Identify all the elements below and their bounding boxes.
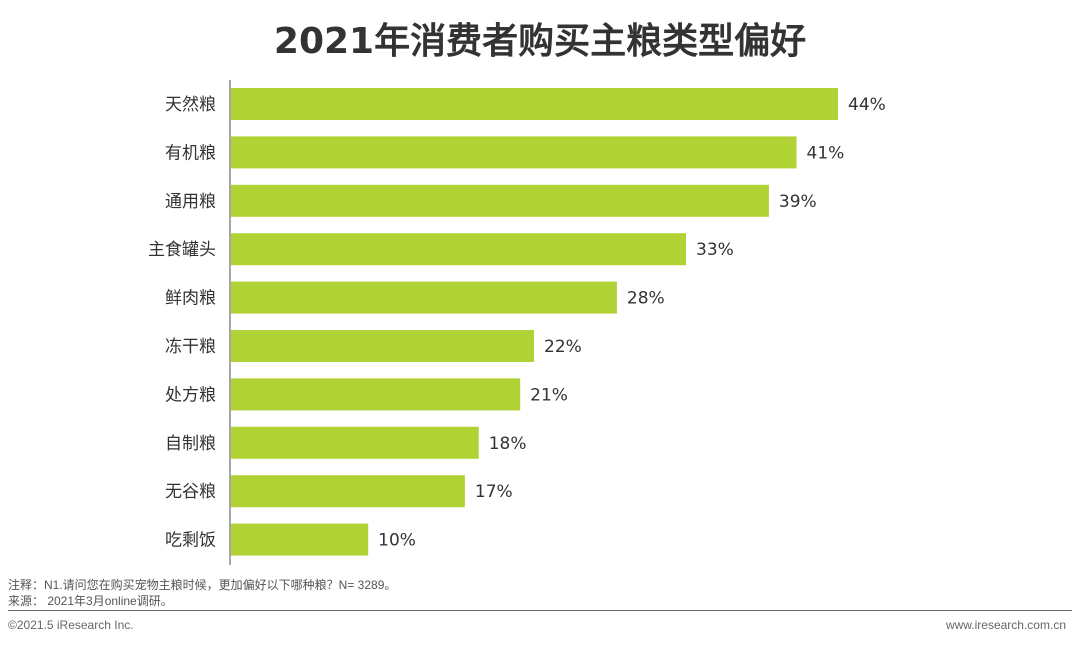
category-label: 天然粮 xyxy=(165,95,216,115)
category-label: 有机粮 xyxy=(165,143,216,163)
category-label: 无谷粮 xyxy=(165,482,216,502)
bar xyxy=(231,475,465,508)
category-label: 冻干粮 xyxy=(165,337,216,357)
chart-title: 2021年消费者购买主粮类型偏好 xyxy=(273,21,807,62)
data-label: 41% xyxy=(807,143,845,163)
bar xyxy=(231,136,797,169)
data-label: 44% xyxy=(848,95,886,115)
bar xyxy=(231,184,769,217)
copyright: ©2021.5 iResearch Inc. xyxy=(8,618,134,632)
data-label: 22% xyxy=(544,337,582,357)
bar-chart: 天然粮 44% 有机粮 41% 通用粮 39% 主食罐头 33% 鲜肉粮 28% 冻干粮 22% 处方粮… xyxy=(148,80,886,565)
bar xyxy=(231,233,686,266)
website-link[interactable]: www.iresearch.com.cn xyxy=(945,618,1066,632)
category-label: 处方粮 xyxy=(165,385,216,405)
category-label: 自制粮 xyxy=(165,434,216,454)
category-label: 通用粮 xyxy=(165,192,216,212)
bar xyxy=(231,330,534,362)
data-label: 21% xyxy=(530,385,568,405)
bar xyxy=(231,88,838,120)
bar xyxy=(231,281,617,314)
data-label: 17% xyxy=(475,482,513,502)
bar xyxy=(231,426,479,459)
chart-source: 来源： 2021年3月online调研。 xyxy=(8,594,173,608)
category-label: 吃剩饭 xyxy=(165,531,216,551)
data-label: 28% xyxy=(627,289,665,309)
category-label: 主食罐头 xyxy=(148,240,216,260)
data-label: 33% xyxy=(696,240,734,260)
bar xyxy=(231,523,369,556)
data-label: 10% xyxy=(378,531,416,551)
bar xyxy=(231,378,521,411)
chart-note: 注释：N1.请问您在购买宠物主粮时候，更加偏好以下哪种粮？N= 3289。 xyxy=(8,578,397,592)
data-label: 39% xyxy=(779,192,817,212)
data-label: 18% xyxy=(489,434,527,454)
category-label: 鲜肉粮 xyxy=(165,289,216,309)
footer-divider xyxy=(8,610,1072,611)
